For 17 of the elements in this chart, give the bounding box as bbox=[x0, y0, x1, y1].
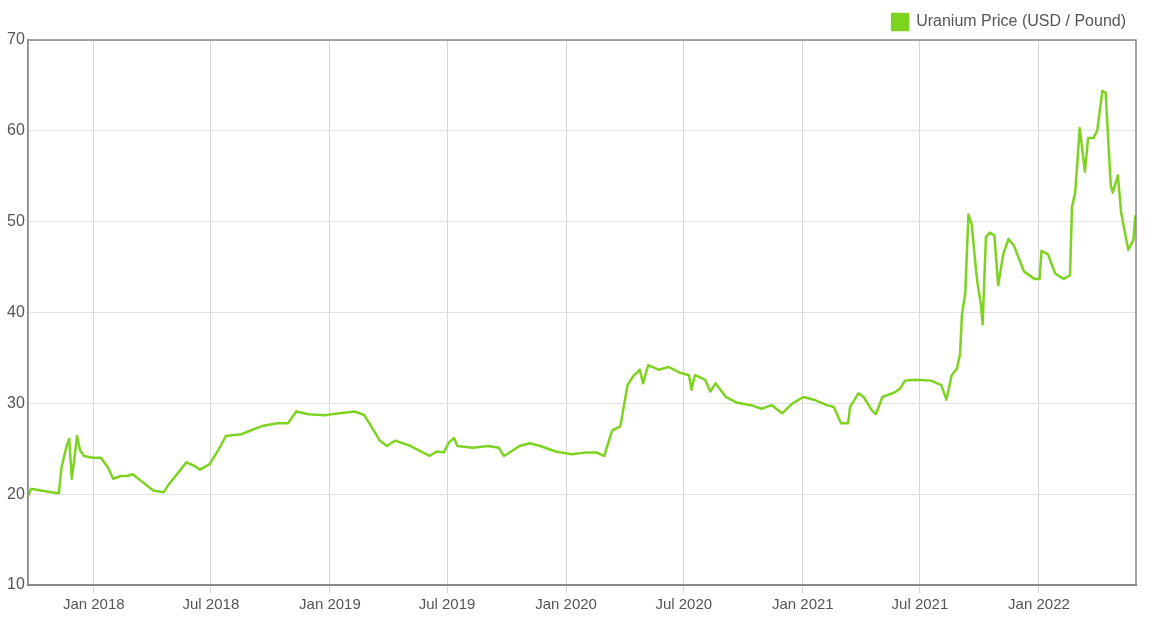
legend-label: Uranium Price (USD / Pound) bbox=[916, 12, 1126, 30]
y-tick-label: 30 bbox=[7, 393, 25, 411]
x-tick-label: Jan 2019 bbox=[299, 595, 361, 613]
x-tick-label: Jul 2020 bbox=[655, 595, 713, 613]
x-tick-label: Jan 2021 bbox=[771, 595, 834, 613]
x-tick-label: Jan 2022 bbox=[1008, 595, 1070, 613]
x-tick-label: Jul 2021 bbox=[891, 595, 949, 613]
x-tick-label: Jan 2020 bbox=[535, 595, 597, 613]
y-tick-label: 50 bbox=[7, 212, 25, 230]
y-tick-label: 40 bbox=[7, 302, 25, 320]
y-tick-label: 10 bbox=[7, 575, 25, 593]
y-tick-label: 60 bbox=[7, 121, 25, 139]
y-tick-label: 70 bbox=[7, 30, 25, 48]
x-tick-label: Jul 2018 bbox=[182, 595, 240, 613]
y-tick-label: 20 bbox=[7, 484, 25, 502]
x-tick-label: Jan 2018 bbox=[62, 595, 125, 613]
x-tick-label: Jul 2019 bbox=[418, 595, 476, 613]
